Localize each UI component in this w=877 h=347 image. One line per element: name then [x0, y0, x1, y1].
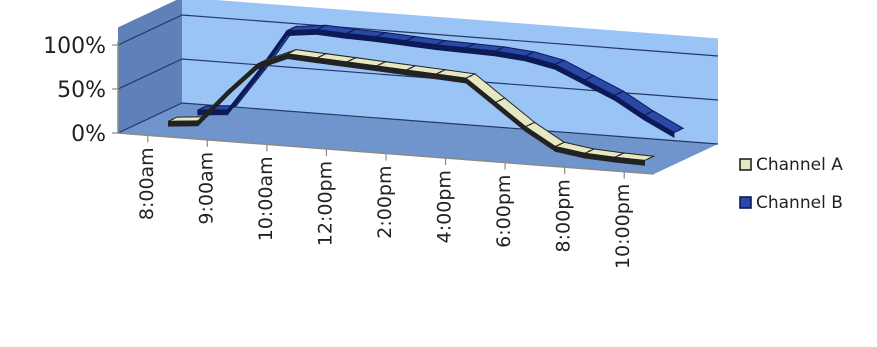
series-1-point [439, 41, 442, 44]
series-0-point [588, 150, 591, 152]
x-tick-label: 12:00pm [314, 161, 336, 246]
series-1-point [231, 106, 233, 109]
legend-item: Channel A [739, 155, 843, 175]
series-0-edge [168, 120, 199, 127]
series-0-point [439, 71, 442, 73]
y-tick-label: 0% [71, 122, 106, 147]
side-wall [118, 0, 182, 133]
series-1-point [350, 30, 352, 33]
series-1-edge [286, 29, 318, 37]
x-tick-label: 9:00am [195, 152, 217, 225]
gridline-50 [117, 58, 719, 101]
series-0-point [171, 118, 174, 120]
series-1-point [648, 112, 650, 114]
gridline-100 [117, 14, 719, 57]
series-0-point [529, 123, 531, 126]
series-1-edge [644, 114, 675, 139]
x-tick-label: 10:00pm [612, 184, 634, 269]
legend-item: Channel B [739, 193, 843, 213]
legend-label: Channel B [756, 193, 843, 213]
series-1 [197, 24, 685, 139]
series-layer [168, 24, 685, 166]
series-1-point [380, 33, 382, 36]
series-1-point [290, 27, 293, 30]
floor [118, 103, 718, 174]
series-0-point [201, 118, 204, 120]
series-0-point [499, 99, 502, 101]
x-tick-label: 2:00pm [374, 166, 396, 239]
series-1-point [320, 26, 323, 29]
series-1-point [499, 48, 501, 50]
series-0-edge [614, 156, 646, 166]
x-tick-label: 4:00pm [434, 170, 456, 243]
series-0-point [469, 75, 472, 77]
series-0-point [559, 143, 561, 146]
x-tick-label: 10:00am [255, 156, 277, 241]
series-0-point [410, 67, 412, 69]
series-0 [168, 49, 656, 166]
series-0-point [231, 87, 234, 90]
series-1-point [409, 37, 412, 40]
series-0-point [618, 154, 621, 156]
x-tick-label: 8:00am [136, 147, 158, 220]
x-tick-label: 6:00pm [493, 175, 515, 248]
series-1-point [588, 77, 591, 79]
series-1-point [558, 61, 561, 64]
y-axis-ticks: 0% 50% 100% [43, 34, 118, 147]
legend-label: Channel A [756, 155, 843, 175]
y-tick-label: 100% [43, 34, 106, 59]
legend-swatch [739, 158, 752, 171]
series-0-point [648, 157, 650, 160]
x-axis-ticks: 8:00am 9:00am 10:00am 12:00pm 2:00pm 4:00pm 6:… [136, 135, 634, 269]
series-1-point [201, 107, 203, 109]
series-1-point [677, 129, 680, 132]
legend: Channel A Channel B [739, 155, 843, 213]
y-tick-label: 50% [57, 78, 106, 103]
series-1-point [260, 69, 263, 72]
x-tick-label: 8:00pm [553, 179, 575, 252]
series-0-point [261, 61, 263, 63]
series-1-point [528, 53, 531, 55]
series-0-point [320, 55, 323, 57]
series-0-point [380, 63, 383, 65]
series-1-point [618, 92, 620, 95]
legend-swatch [739, 196, 752, 209]
series-1-point [469, 45, 472, 47]
series-0-point [350, 59, 353, 61]
series-0-point [291, 50, 293, 53]
